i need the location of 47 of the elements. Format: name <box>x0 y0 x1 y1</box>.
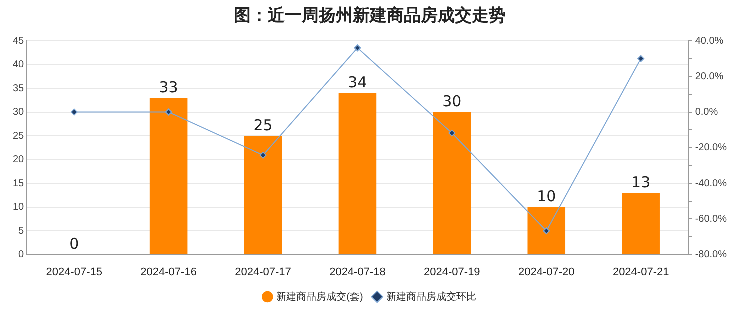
y2-tick-label: 20.0% <box>695 71 724 82</box>
y-tick-label: 10 <box>13 202 25 214</box>
point <box>260 152 267 159</box>
x-tick-label: 2024-07-17 <box>235 266 292 278</box>
x-tick-label: 2024-07-18 <box>330 266 386 278</box>
bar <box>622 193 660 254</box>
point <box>354 44 362 52</box>
x-tick-label: 2024-07-19 <box>424 266 480 278</box>
data-label: 13 <box>632 173 651 192</box>
x-tick-label: 2024-07-15 <box>46 266 102 278</box>
y-tick-label: 45 <box>13 36 25 47</box>
y-tick-label: 0 <box>18 250 25 261</box>
data-label: 34 <box>348 74 368 92</box>
y-tick-label: 40 <box>13 60 25 71</box>
bar <box>150 98 188 254</box>
point <box>638 55 645 62</box>
data-label: 30 <box>442 92 462 111</box>
y2-tick-label: -20.0% <box>695 142 728 154</box>
chart-title: 图：近一周扬州新建商品房成交走势 <box>233 5 507 28</box>
data-label: 25 <box>254 116 273 134</box>
point <box>448 130 456 137</box>
x-tick-label: 2024-07-16 <box>140 266 197 278</box>
bar <box>528 207 566 254</box>
x-tick-label: 2024-07-20 <box>518 266 575 278</box>
x-tick-label: 2024-07-21 <box>612 266 670 278</box>
y-tick-label: 35 <box>13 83 25 94</box>
point <box>543 228 550 235</box>
y-tick-label: 20 <box>13 154 25 166</box>
bar <box>433 112 472 254</box>
bar <box>244 136 282 254</box>
y-tick-label: 25 <box>13 130 25 142</box>
legend-label: 新建商品房成交(套) <box>276 290 364 303</box>
y2-tick-label: -80.0% <box>695 250 728 261</box>
data-label: 33 <box>159 78 178 96</box>
data-label: 10 <box>537 188 556 206</box>
y-tick-label: 30 <box>13 107 25 118</box>
data-label: 0 <box>70 235 80 254</box>
y2-tick-label: 0.0% <box>695 107 718 118</box>
legend-label: 新建商品房成交环比 <box>386 290 476 303</box>
y-tick-label: 15 <box>13 178 25 190</box>
y-tick-label: 5 <box>18 226 25 237</box>
y2-tick-label: -60.0% <box>695 214 728 225</box>
point <box>165 108 172 116</box>
y2-tick-label: -40.0% <box>695 178 728 190</box>
point <box>70 108 78 116</box>
bar <box>338 93 377 254</box>
y2-tick-label: 40.0% <box>695 36 724 47</box>
